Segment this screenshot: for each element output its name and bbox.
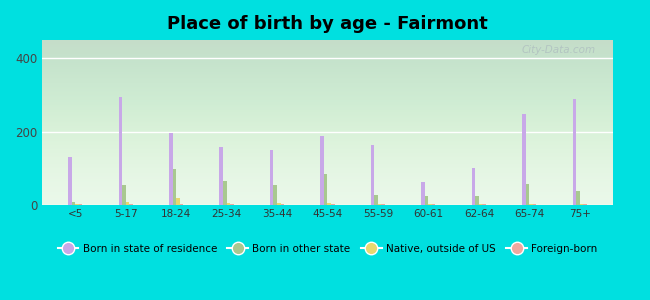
Bar [577, 191, 580, 205]
Bar [320, 136, 324, 205]
Bar [421, 182, 425, 205]
Bar [371, 145, 374, 205]
Bar [580, 204, 583, 205]
Bar [573, 99, 577, 205]
Bar [169, 133, 172, 205]
Bar [281, 204, 284, 205]
Legend: Born in state of residence, Born in other state, Native, outside of US, Foreign-: Born in state of residence, Born in othe… [53, 240, 601, 258]
Bar [533, 204, 536, 205]
Bar [472, 168, 475, 205]
Bar [378, 204, 382, 205]
Bar [79, 204, 82, 205]
Bar [428, 204, 432, 205]
Text: City-Data.com: City-Data.com [521, 45, 595, 55]
Bar [220, 147, 223, 205]
Bar [223, 181, 227, 205]
Bar [277, 203, 281, 205]
Bar [129, 204, 133, 205]
Bar [125, 202, 129, 205]
Bar [230, 204, 233, 205]
Bar [75, 204, 79, 205]
Bar [432, 204, 436, 205]
Bar [331, 204, 335, 205]
Bar [382, 204, 385, 205]
Bar [479, 204, 482, 205]
Bar [425, 196, 428, 205]
Bar [118, 97, 122, 205]
Bar [529, 204, 533, 205]
Bar [68, 157, 72, 205]
Bar [482, 204, 486, 205]
Bar [328, 203, 331, 205]
Bar [583, 204, 587, 205]
Bar [523, 114, 526, 205]
Bar [179, 204, 183, 205]
Title: Place of birth by age - Fairmont: Place of birth by age - Fairmont [167, 15, 488, 33]
Bar [324, 175, 328, 205]
Bar [172, 169, 176, 205]
Bar [227, 203, 230, 205]
Bar [274, 185, 277, 205]
Bar [122, 185, 125, 205]
Bar [176, 198, 179, 205]
Bar [475, 196, 479, 205]
Bar [72, 202, 75, 205]
Bar [270, 150, 274, 205]
Bar [374, 195, 378, 205]
Bar [526, 184, 529, 205]
